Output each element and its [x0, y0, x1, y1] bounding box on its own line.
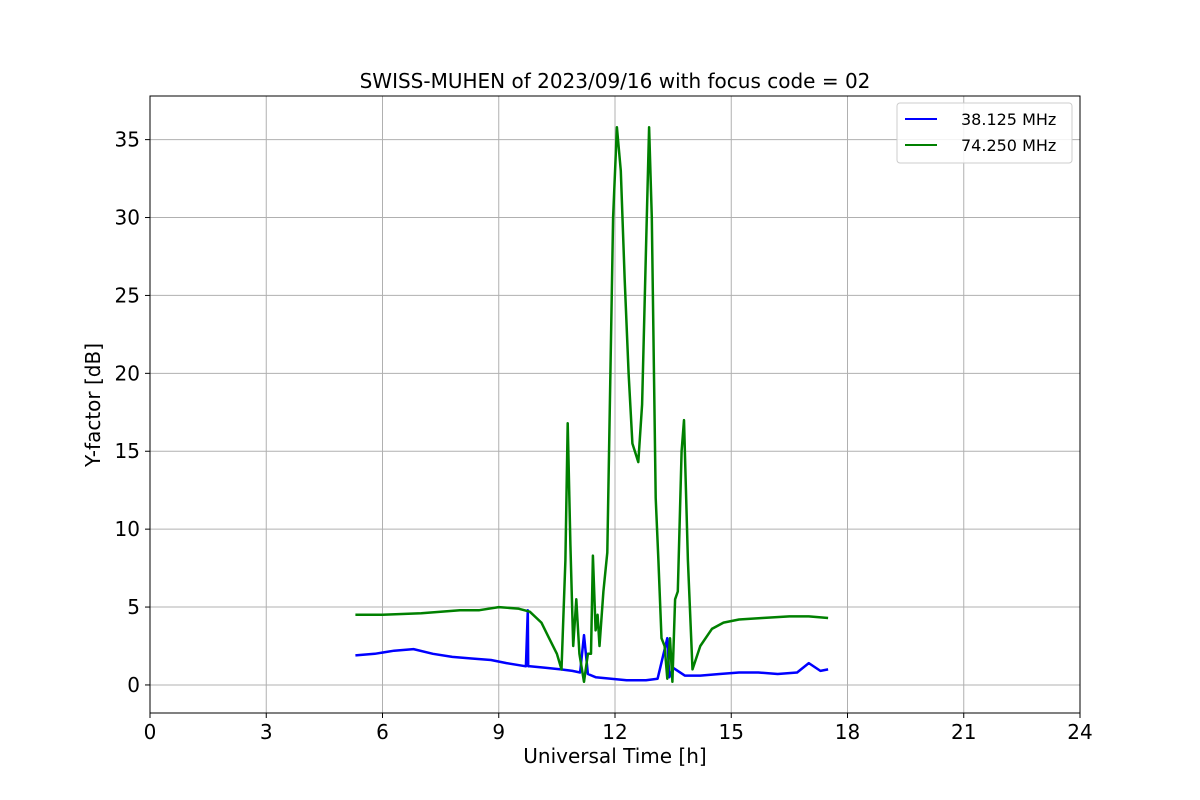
x-tick-label: 3: [260, 720, 273, 744]
x-tick-label: 12: [602, 720, 627, 744]
x-axis-label: Universal Time [h]: [523, 744, 706, 768]
legend-box: [896, 102, 1073, 164]
y-tick-label: 20: [115, 361, 140, 385]
series-line-2: [355, 125, 829, 684]
legend-label-1: 38.125 MHz: [961, 110, 1056, 129]
y-axis: 0 5 10 15 20 25 30 35: [115, 128, 150, 697]
legend: 38.125 MHz 74.250 MHz: [896, 102, 1073, 164]
series-lines: [355, 125, 829, 684]
x-tick-label: 24: [1067, 720, 1092, 744]
x-tick-label: 6: [376, 720, 389, 744]
x-tick-label: 9: [492, 720, 505, 744]
series-line-1: [355, 608, 829, 682]
y-tick-label: 5: [127, 595, 140, 619]
chart-title: SWISS-MUHEN of 2023/09/16 with focus cod…: [360, 69, 871, 93]
legend-label-2: 74.250 MHz: [961, 136, 1056, 155]
y-tick-label: 15: [115, 439, 140, 463]
x-tick-label: 15: [719, 720, 744, 744]
y-tick-label: 35: [115, 128, 140, 152]
x-tick-label: 18: [835, 720, 860, 744]
y-tick-label: 0: [127, 673, 140, 697]
x-axis: 0 3 6 9 12 15 18 21 24: [144, 713, 1093, 744]
y-tick-label: 25: [115, 283, 140, 307]
y-tick-label: 30: [115, 206, 140, 230]
x-tick-label: 21: [951, 720, 976, 744]
x-tick-label: 0: [144, 720, 157, 744]
grid: [149, 96, 1081, 713]
y-axis-label: Y-factor [dB]: [81, 343, 105, 468]
y-tick-label: 10: [115, 517, 140, 541]
